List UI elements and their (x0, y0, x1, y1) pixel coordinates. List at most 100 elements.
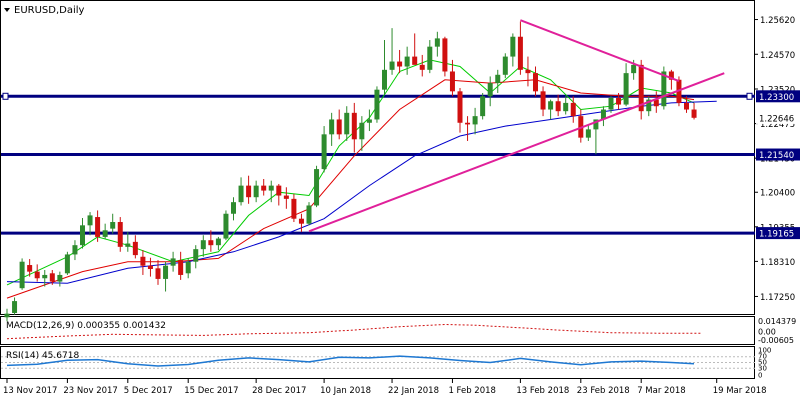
candle (178, 251, 184, 280)
candle (382, 40, 387, 95)
candle-body (540, 91, 546, 110)
date-tick-label: 10 Jan 2018 (320, 386, 371, 396)
level-label-text: 1.19165 (759, 230, 794, 240)
candle (548, 99, 554, 120)
candle-body (623, 73, 629, 105)
candle (314, 165, 320, 208)
candle (200, 235, 206, 257)
trendline-support (308, 72, 725, 233)
candle-body (419, 64, 425, 70)
candle-body (631, 64, 637, 74)
candle (147, 257, 153, 277)
candle-body (502, 56, 508, 75)
candle (87, 212, 93, 236)
candle-body (12, 301, 18, 313)
candle-body (480, 96, 486, 117)
candle-body (336, 119, 342, 135)
rsi-label: RSI(14) 45.6718 (6, 351, 79, 361)
candle-body (646, 99, 652, 112)
candle (661, 66, 667, 110)
candle-body (246, 185, 252, 198)
chart-title: EURUSD,Daily (14, 5, 85, 16)
price-tick-label: 1.24570 (760, 51, 795, 61)
candle (480, 92, 486, 120)
candle (80, 218, 85, 249)
level-label-box (756, 148, 800, 161)
candle (419, 54, 425, 77)
candle-body (87, 215, 93, 226)
candle-body (570, 102, 576, 117)
main-panel-frame (0, 0, 755, 315)
candle (397, 49, 403, 74)
candle (366, 109, 372, 132)
candle (487, 76, 493, 107)
candle (42, 269, 48, 287)
candle (4, 308, 10, 322)
candle (533, 66, 538, 97)
candle (321, 126, 327, 173)
candle-body (117, 222, 123, 247)
chevron-down-icon[interactable] (4, 8, 10, 12)
candle (238, 177, 244, 206)
price-tick-label: 1.18310 (760, 258, 795, 268)
candle-body (95, 217, 101, 237)
macd-label: MACD(12,26,9) 0.000355 0.001432 (6, 321, 166, 331)
candle-body (397, 61, 403, 67)
candle-body (661, 71, 667, 107)
candle-body (548, 101, 554, 110)
candle-body (72, 245, 78, 255)
date-tick-label: 13 Feb 2018 (516, 386, 569, 396)
candle (19, 258, 25, 290)
candle (608, 96, 614, 113)
candle (215, 236, 221, 251)
price-tick-label: 1.25620 (760, 16, 795, 26)
candle-body (638, 64, 644, 112)
candle-body (102, 230, 108, 237)
candle-body (185, 261, 191, 274)
candle-body (525, 69, 531, 74)
candle-body (389, 61, 395, 70)
candle (34, 264, 40, 282)
candle (268, 180, 274, 203)
candle-body (510, 36, 516, 57)
candle-body (306, 205, 312, 224)
trendlines (308, 19, 725, 233)
symbol-title[interactable]: EURUSD,Daily (4, 5, 85, 16)
candle-body (27, 265, 33, 272)
candle (412, 33, 418, 65)
candle-body (80, 225, 85, 246)
macd-tick-label: 0.00 (758, 328, 776, 337)
candle-body (276, 185, 282, 196)
candle (623, 63, 629, 107)
candle-body (585, 129, 591, 138)
candle (102, 223, 108, 239)
rsi-tick-label: 70 (758, 353, 767, 361)
candle (525, 56, 531, 87)
candle-body (616, 97, 622, 105)
candle-body (668, 71, 674, 80)
date-axis: 13 Nov 2017 23 Nov 2017 5 Dec 2017 15 Dec 2… (3, 379, 767, 396)
candle (306, 202, 312, 226)
rsi-tick-label: 100 (758, 347, 771, 355)
candle (374, 86, 380, 123)
ma-fast-line (6, 59, 695, 286)
candle (223, 210, 229, 241)
candle (668, 69, 674, 90)
candle-body (178, 260, 184, 275)
candle (449, 59, 455, 97)
level-label-box (756, 227, 800, 240)
candle (600, 106, 606, 127)
candle (246, 175, 252, 204)
current-price-box (756, 111, 800, 124)
candle (389, 28, 395, 75)
candle (585, 124, 591, 141)
candle-body (404, 56, 410, 67)
candle (132, 235, 138, 259)
candle (434, 31, 440, 57)
candle-body (283, 195, 289, 199)
level-label-text: 1.23300 (759, 93, 794, 103)
candle-body (321, 134, 327, 170)
candle-body (147, 265, 153, 269)
